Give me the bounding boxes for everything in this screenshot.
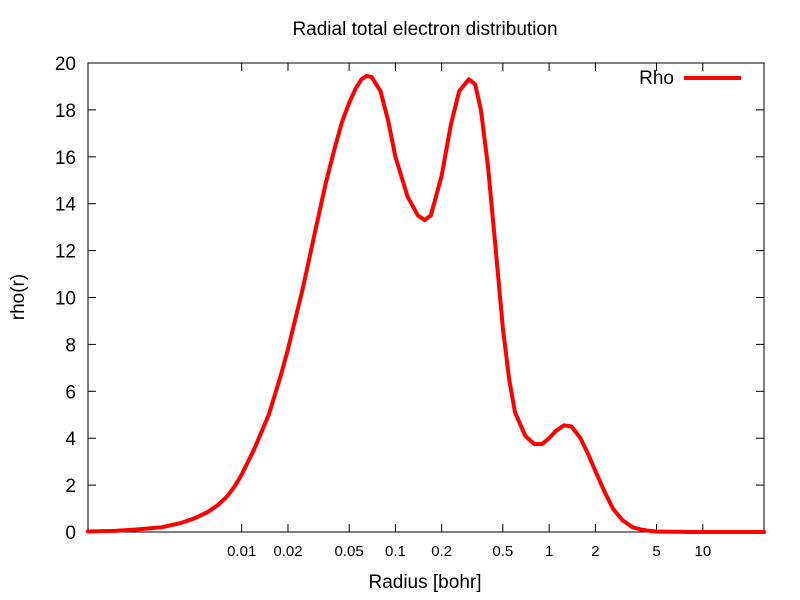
x-tick-label: 0.2 [431, 543, 452, 560]
x-tick-label: 0.01 [227, 543, 256, 560]
x-tick-label: 0.1 [385, 543, 406, 560]
x-tick-label: 0.05 [335, 543, 364, 560]
y-tick-label: 12 [55, 242, 76, 263]
x-tick-label: 5 [652, 543, 660, 560]
x-tick-label: 10 [694, 543, 711, 560]
plot-frame [87, 62, 765, 533]
y-tick-label: 14 [55, 195, 77, 216]
y-tick-label: 18 [55, 101, 76, 122]
x-tick-label: 2 [591, 543, 599, 560]
y-tick-label: 20 [55, 54, 76, 75]
y-axis-label: rho(r) [8, 274, 29, 320]
y-tick-label: 2 [65, 476, 76, 497]
y-tick-label: 16 [55, 148, 76, 169]
series-group [86, 73, 766, 534]
chart-title: Radial total electron distribution [292, 19, 557, 40]
y-tick-label: 4 [65, 429, 76, 450]
y-axis: 0 2 4 6 8 10 12 14 16 18 20 [55, 54, 764, 544]
y-tick-label: 8 [65, 335, 76, 356]
x-tick-label: 1 [545, 543, 553, 560]
series-line-rho [86, 73, 766, 534]
legend: Rho [639, 68, 741, 89]
x-tick-label: 0.02 [273, 543, 302, 560]
x-axis: 0.01 0.02 0.05 0.1 0.2 0.5 1 2 5 10 [227, 63, 711, 560]
y-tick-label: 0 [65, 523, 76, 544]
y-tick-label: 10 [55, 289, 76, 310]
legend-label: Rho [639, 68, 674, 89]
x-tick-label: 0.5 [492, 543, 513, 560]
y-tick-label: 6 [65, 382, 76, 403]
x-axis-label: Radius [bohr] [368, 572, 481, 593]
